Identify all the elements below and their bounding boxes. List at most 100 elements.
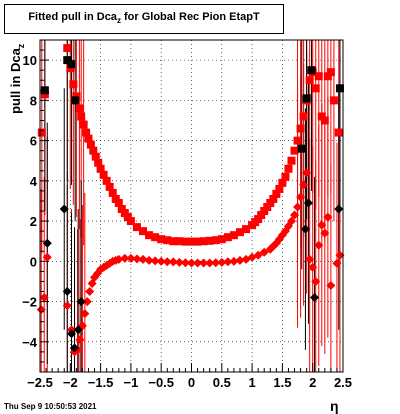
data-point-square <box>311 84 320 93</box>
x-tick-label: 0 <box>188 375 195 390</box>
data-point-square <box>299 112 308 121</box>
data-point-diamond <box>174 257 184 267</box>
data-point-square <box>320 116 329 125</box>
data-point-diamond <box>305 254 315 264</box>
data-point-diamond <box>120 253 130 263</box>
data-point-square <box>269 194 278 203</box>
data-point-square <box>266 198 275 207</box>
data-point-square <box>126 217 135 226</box>
data-point-square <box>117 205 126 214</box>
data-point-diamond <box>70 343 80 353</box>
y-tick-label: −2 <box>22 295 37 310</box>
data-point-square <box>242 225 251 234</box>
data-point-square <box>217 235 226 244</box>
data-point-diamond <box>187 258 196 268</box>
data-point-square <box>111 194 120 203</box>
x-tick-label: 0.5 <box>213 375 231 390</box>
data-point-diamond <box>114 254 124 264</box>
timestamp: Thu Sep 9 10:50:53 2021 <box>4 402 97 411</box>
data-point-diamond <box>42 238 52 248</box>
data-point-square <box>260 207 269 216</box>
data-point-square <box>163 236 172 245</box>
data-point-square <box>317 112 326 121</box>
data-point-square <box>102 176 111 185</box>
data-point-diamond <box>320 228 330 238</box>
y-tick-label: −4 <box>22 335 38 350</box>
y-tick-label: 4 <box>30 174 38 189</box>
data-point-diamond <box>293 202 303 212</box>
data-point-square <box>66 64 75 73</box>
data-point-square <box>82 128 91 137</box>
y-tick-label: 10 <box>23 53 37 68</box>
data-point-diamond <box>82 297 92 307</box>
data-point-square <box>151 233 160 242</box>
data-point-square <box>307 66 316 75</box>
data-point-diamond <box>334 204 344 214</box>
data-point-diamond <box>132 254 142 264</box>
data-point-diamond <box>73 325 83 335</box>
data-point-square <box>211 236 220 245</box>
data-point-square <box>223 233 232 242</box>
data-point-square <box>257 211 266 220</box>
data-point-square <box>94 158 103 167</box>
data-point-diamond <box>67 329 77 339</box>
data-point-square <box>86 140 95 149</box>
data-point-diamond <box>199 258 209 268</box>
data-point-diamond <box>308 262 318 272</box>
data-point-diamond <box>168 257 178 267</box>
data-point-diamond <box>310 293 320 303</box>
x-axis-ticks: −2.5 −2 −1.5 −1 −0.5 0 0.5 1 1.5 2 2.5 <box>27 363 352 390</box>
data-point-diamond <box>335 250 345 260</box>
x-tick-label: −2 <box>63 375 78 390</box>
x-tick-label: −1 <box>123 375 138 390</box>
data-point-diamond <box>229 256 239 266</box>
data-point-square <box>254 215 263 224</box>
data-point-square <box>284 164 293 173</box>
data-point-square <box>302 94 311 103</box>
x-tick-label: 1.5 <box>273 375 291 390</box>
data-point-diamond <box>332 258 342 268</box>
y-tick-label: 2 <box>30 214 37 229</box>
data-point-square <box>69 80 78 89</box>
data-point-diamond <box>138 254 148 264</box>
data-point-square <box>114 198 123 207</box>
data-point-square <box>91 152 100 161</box>
data-point-square <box>199 237 208 246</box>
data-point-square <box>132 223 141 232</box>
data-point-square <box>275 184 284 193</box>
data-point-diamond <box>311 276 321 286</box>
data-point-square <box>314 72 323 81</box>
data-point-square <box>84 134 93 143</box>
data-point-diamond <box>302 168 312 178</box>
x-tick-label: −0.5 <box>148 375 174 390</box>
data-point-square <box>181 237 190 246</box>
data-point-square <box>139 227 148 236</box>
data-point-diamond <box>80 309 90 319</box>
data-point-square <box>75 104 84 113</box>
data-point-diamond <box>62 301 72 311</box>
data-point-diamond <box>156 256 166 266</box>
data-point-square <box>120 209 129 218</box>
data-markers <box>36 44 345 357</box>
data-point-square <box>293 136 302 145</box>
data-point-square <box>96 164 105 173</box>
data-point-diamond <box>290 210 300 220</box>
data-point-diamond <box>205 258 215 268</box>
data-point-square <box>40 86 49 95</box>
data-point-square <box>278 178 287 187</box>
data-point-diamond <box>85 287 95 297</box>
data-point-diamond <box>76 297 86 307</box>
data-point-square <box>296 124 305 133</box>
data-point-diamond <box>150 256 160 266</box>
data-point-square <box>63 44 72 53</box>
x-tick-label: 2.5 <box>334 375 352 390</box>
data-point-square <box>326 68 335 77</box>
data-point-diamond <box>39 293 49 303</box>
data-point-diamond <box>75 335 85 345</box>
data-point-square <box>335 84 344 93</box>
title-box: Fitted pull in Dcaz for Global Rec Pion … <box>4 4 284 34</box>
data-point-square <box>123 213 132 222</box>
data-point-square <box>145 231 154 240</box>
chart-title: Fitted pull in Dcaz for Global Rec Pion … <box>28 11 260 26</box>
data-point-square <box>67 60 76 69</box>
